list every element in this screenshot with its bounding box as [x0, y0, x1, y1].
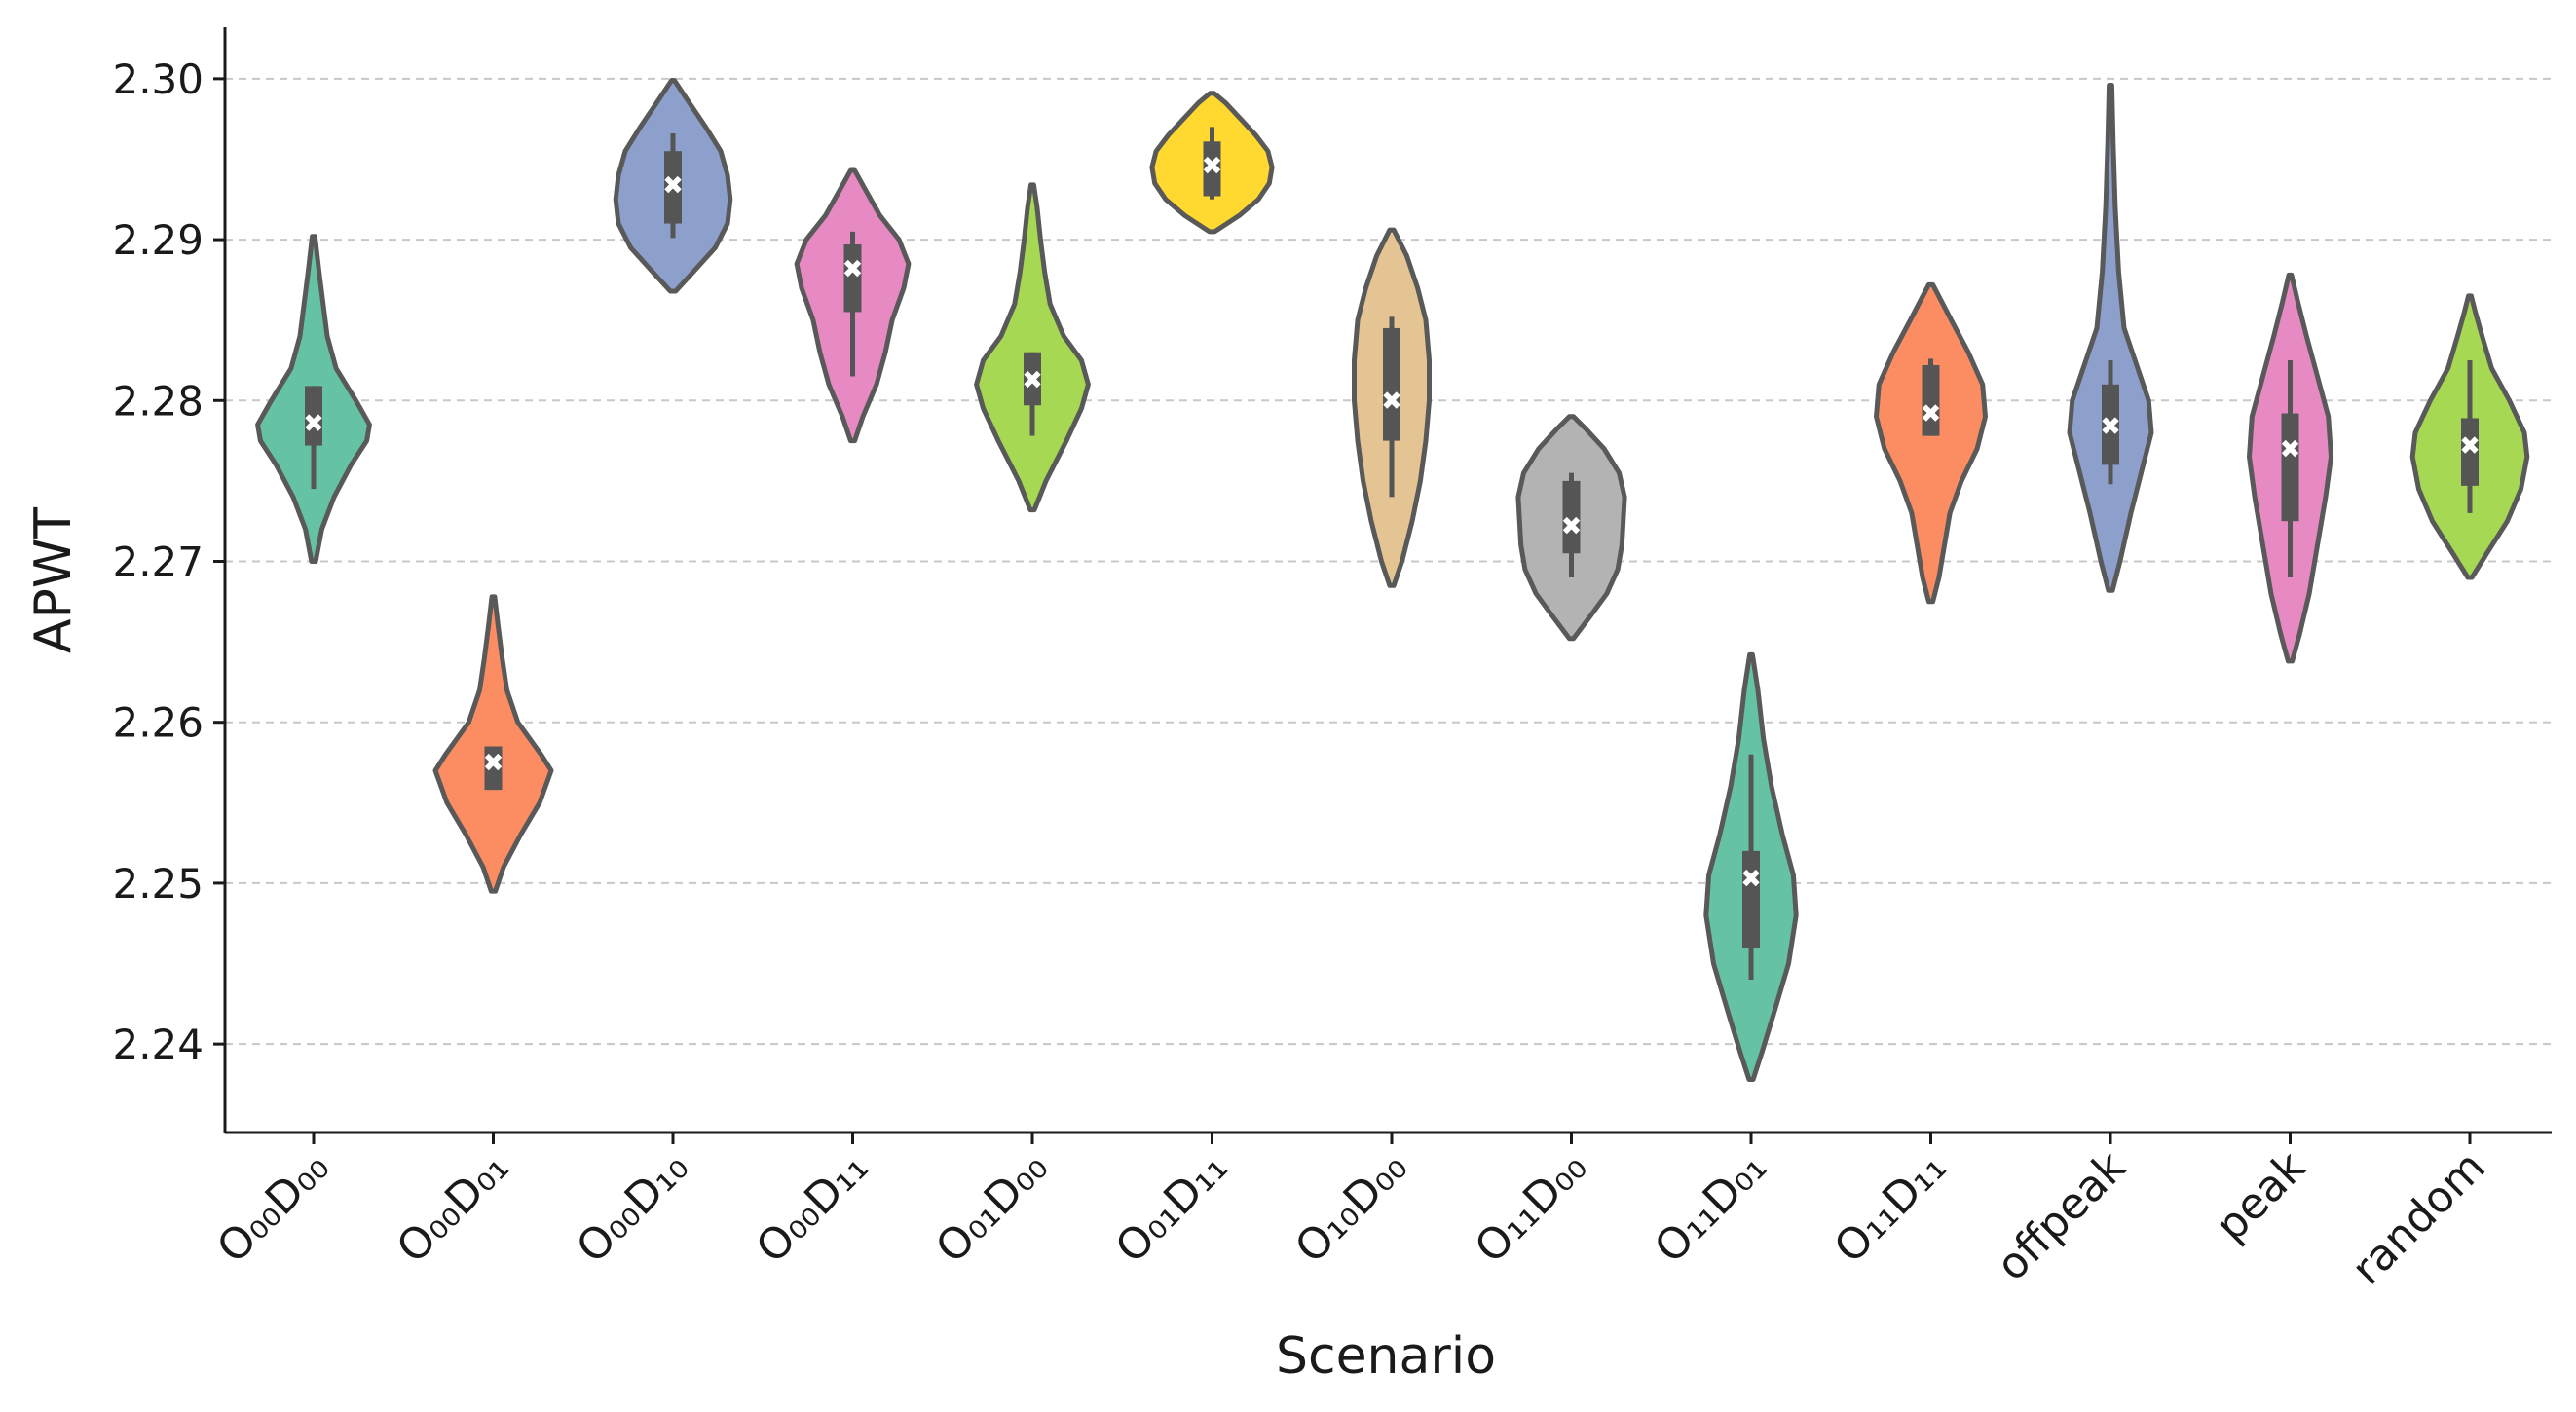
- violin-mean-marker: ✖: [1740, 865, 1762, 894]
- y-tick-label: 2.28: [112, 377, 204, 425]
- violin-body: [1874, 281, 1988, 605]
- violin-4: ✖: [794, 167, 912, 444]
- violin-12: ✖: [2247, 272, 2333, 664]
- x-tick-label: O₁₁D₁₁: [1825, 1142, 1956, 1273]
- violin-5: ✖: [974, 182, 1091, 513]
- x-tick-label: O₀₁D₀₀: [926, 1142, 1057, 1273]
- violin-9: ✖: [1703, 651, 1799, 1082]
- violin-3: ✖: [613, 78, 733, 294]
- violin-mean-marker: ✖: [303, 409, 324, 438]
- violin-mean-marker: ✖: [1381, 387, 1402, 416]
- x-tick-label: O₀₀D₀₁: [388, 1142, 518, 1273]
- y-ticks: 2.24 2.25 2.26 2.27 2.28 2.29 2.30: [112, 56, 225, 1068]
- x-tick-label: O₀₀D₁₁: [747, 1142, 877, 1273]
- violin-iqr-box: [1742, 850, 1760, 948]
- violin-7: ✖: [1352, 227, 1432, 588]
- violin-mean-marker: ✖: [1921, 400, 1942, 429]
- violin-iqr-box: [1203, 141, 1221, 197]
- violin-mean-marker: ✖: [2459, 432, 2481, 462]
- y-tick-label: 2.30: [112, 56, 204, 103]
- x-tick-label: random: [2342, 1142, 2495, 1295]
- violin-mean-marker: ✖: [842, 255, 864, 284]
- violin-mean-marker: ✖: [2280, 435, 2301, 464]
- violin-mean-marker: ✖: [483, 749, 504, 778]
- violin-mean-marker: ✖: [662, 171, 684, 201]
- violin-iqr-box: [1024, 352, 1041, 406]
- violin-body: [974, 182, 1091, 513]
- violin-mean-marker: ✖: [1022, 366, 1043, 395]
- violin-mean-marker: ✖: [1561, 512, 1583, 541]
- violin-body: [432, 594, 554, 894]
- violin-iqr-box: [664, 151, 682, 224]
- violin-iqr-box: [484, 746, 503, 791]
- violin-iqr-box: [1922, 364, 1940, 436]
- y-axis-title: APWT: [24, 507, 83, 653]
- violin-body: [2067, 82, 2154, 593]
- violin-mean-marker: ✖: [2100, 413, 2121, 442]
- violin-iqr-box: [1562, 480, 1581, 554]
- x-tick-label: O₀₁D₁₁: [1106, 1142, 1237, 1273]
- y-tick-label: 2.24: [112, 1021, 204, 1068]
- x-tick-label: O₀₀D₀₀: [207, 1142, 338, 1273]
- x-tick-label: O₁₁D₀₀: [1466, 1142, 1596, 1273]
- violin-1: ✖: [255, 234, 372, 565]
- x-tick-label: O₁₁D₀₁: [1645, 1142, 1775, 1273]
- x-tick-label: peak: [2206, 1141, 2315, 1250]
- axes: [223, 27, 2552, 1134]
- y-tick-label: 2.25: [112, 860, 204, 908]
- violin-11: ✖: [2067, 82, 2154, 593]
- violin-iqr-box: [2102, 384, 2119, 465]
- violins: ✖ ✖ ✖ ✖ ✖ ✖ ✖ ✖ ✖ ✖ ✖ ✖ ✖: [255, 78, 2530, 1082]
- x-tick-label: O₁₀D₀₀: [1286, 1142, 1416, 1273]
- violin-iqr-box: [305, 386, 322, 446]
- y-tick-label: 2.26: [112, 699, 204, 747]
- x-axis-title: Scenario: [1276, 1327, 1496, 1386]
- violin-6: ✖: [1149, 91, 1275, 235]
- violin-2: ✖: [432, 594, 554, 894]
- x-tick-label: O₀₀D₁₀: [567, 1142, 697, 1273]
- violin-13: ✖: [2409, 293, 2530, 580]
- y-tick-label: 2.29: [112, 216, 204, 264]
- violin-iqr-box: [843, 244, 862, 313]
- violin-mean-marker: ✖: [1202, 152, 1223, 181]
- y-tick-label: 2.27: [112, 539, 204, 586]
- violin-10: ✖: [1874, 281, 1988, 605]
- violin-iqr-box: [2461, 418, 2479, 486]
- x-tick-label: offpeak: [1987, 1141, 2136, 1290]
- violin-iqr-box: [2281, 413, 2299, 522]
- violin-8: ✖: [1515, 414, 1627, 642]
- violin-iqr-box: [1383, 327, 1400, 441]
- x-ticks: O₀₀D₀₀ O₀₀D₀₁ O₀₀D₁₀ O₀₀D₁₁ O₀₁D₀₀ O₀₁D₁₁ O₁₀D…: [207, 1133, 2495, 1295]
